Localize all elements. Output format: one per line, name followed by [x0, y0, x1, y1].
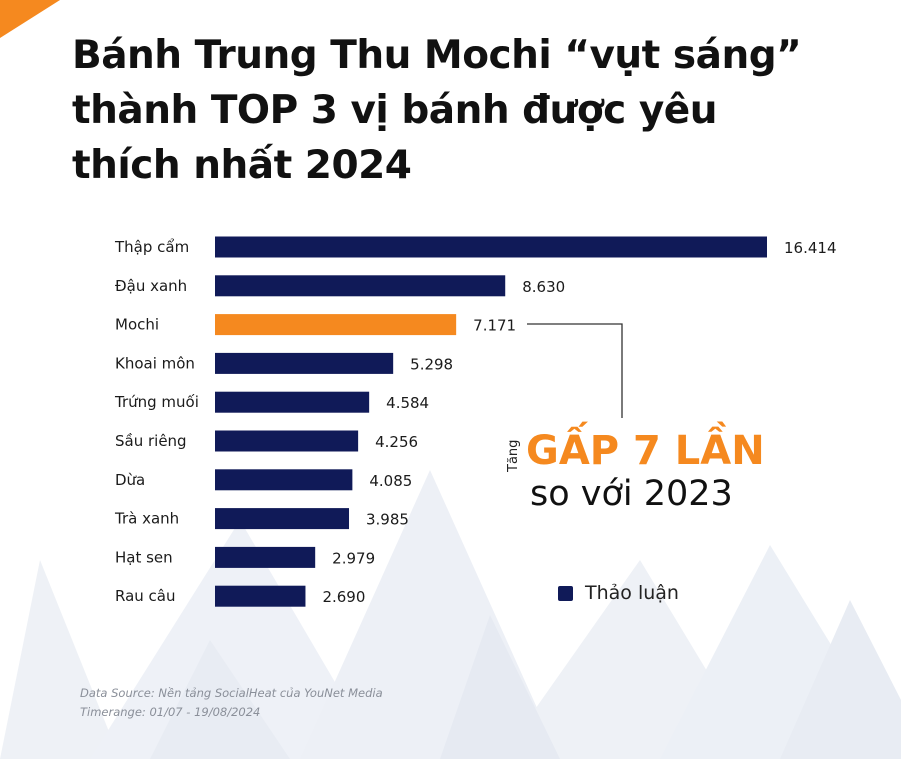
value-label: 4.584	[386, 394, 429, 412]
category-label: Dừa	[115, 471, 145, 489]
page-title: Bánh Trung Thu Mochi “vụt sáng” thành TO…	[72, 33, 802, 188]
value-label: 4.085	[369, 472, 412, 490]
bg-mountain-6	[440, 615, 560, 759]
bar	[215, 469, 353, 491]
timerange-line: Timerange: 01/07 - 19/08/2024	[80, 705, 261, 719]
category-label: Trứng muối	[114, 393, 199, 411]
category-label: Khoai môn	[115, 354, 195, 372]
legend-swatch	[558, 585, 573, 601]
bg-mountain-8	[780, 600, 901, 759]
value-label: 2.690	[322, 588, 365, 606]
category-label: Hạt sen	[115, 548, 173, 566]
category-label: Sầu riêng	[115, 432, 187, 450]
value-label: 2.979	[332, 549, 375, 567]
callout-prefix: Tăng	[506, 439, 521, 472]
bars-group: Thập cẩm 16.414 Đậu xanh 8.630 Mochi 7.171 Kho…	[114, 236, 837, 607]
bar	[215, 585, 306, 607]
data-source-note: Data Source: Nền tảng SocialHeat của You…	[80, 684, 383, 722]
category-label: Thập cẩm	[114, 238, 189, 256]
category-label: Mochi	[115, 316, 159, 334]
value-label: 5.298	[410, 355, 453, 373]
bar	[215, 391, 370, 413]
callout-connector	[527, 323, 623, 418]
bar	[215, 546, 316, 568]
legend-label: Thảo luận	[585, 582, 679, 604]
legend: Thảo luận	[558, 582, 679, 604]
bg-mountain-1	[0, 560, 120, 759]
callout-subline: so với 2023	[530, 474, 733, 514]
bg-mountain-7	[150, 640, 290, 759]
category-label: Trà xanh	[114, 510, 179, 528]
bar-highlighted	[215, 314, 457, 336]
bar	[215, 275, 506, 297]
bar	[215, 236, 767, 258]
bg-mountain-2	[90, 520, 380, 759]
value-label: 3.985	[366, 511, 409, 529]
bar	[215, 508, 350, 530]
source-line: Data Source: Nền tảng SocialHeat của You…	[80, 686, 383, 700]
value-label: 8.630	[522, 278, 565, 296]
bar	[215, 430, 359, 452]
value-label: 7.171	[473, 317, 516, 335]
bar	[215, 352, 394, 374]
category-label: Rau câu	[115, 587, 176, 605]
corner-accent	[0, 0, 60, 38]
value-label: 16.414	[784, 239, 837, 257]
callout-headline: GẤP 7 LẦN	[526, 428, 765, 474]
category-label: Đậu xanh	[115, 277, 187, 295]
value-label: 4.256	[375, 433, 418, 451]
